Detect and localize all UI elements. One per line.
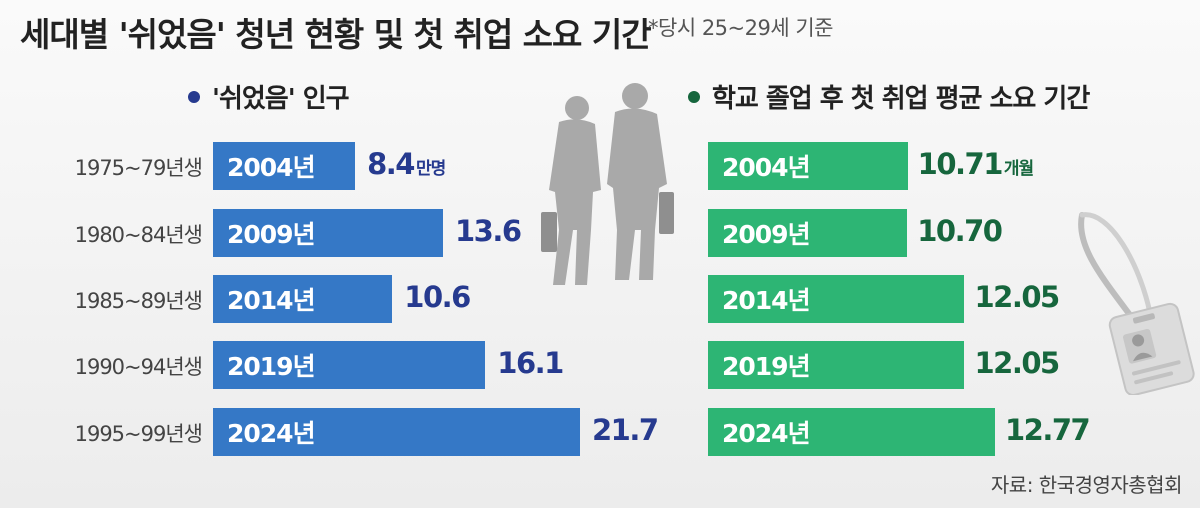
value-number: 12.05 xyxy=(974,346,1060,380)
id-badge-icon xyxy=(1078,212,1195,395)
value-number: 10.71 xyxy=(917,147,1004,181)
left-chart-title-text: '쉬었음' 인구 xyxy=(212,84,350,114)
bar-year-label: 2024년 xyxy=(227,419,316,448)
population-value-label: 21.7 xyxy=(592,413,659,447)
cohort-label: 1995~99년생 xyxy=(74,422,203,446)
job-duration-bar: 2014년 xyxy=(708,275,965,323)
bar-year-label: 2014년 xyxy=(722,286,811,315)
population-value-label: 10.6 xyxy=(404,280,471,314)
population-bar: 2009년 xyxy=(213,209,443,257)
population-value-label: 16.1 xyxy=(497,346,564,380)
basis-note: *당시 25~29세 기준 xyxy=(648,16,834,40)
cohort-label: 1990~94년생 xyxy=(74,355,203,379)
cohort-label: 1985~89년생 xyxy=(74,289,203,313)
job-duration-bar: 2019년 xyxy=(708,341,965,389)
value-number: 21.7 xyxy=(592,413,659,447)
job-duration-value-label: 12.05 xyxy=(974,346,1060,380)
left-legend-dot xyxy=(188,90,200,103)
value-number: 10.6 xyxy=(404,280,471,314)
bar-year-label: 2014년 xyxy=(227,286,316,315)
value-unit: 개월 xyxy=(1003,159,1034,179)
value-number: 8.4 xyxy=(367,147,415,181)
bar-year-label: 2019년 xyxy=(227,352,316,381)
businessmen-silhouette-icon xyxy=(541,83,674,285)
right-legend-dot xyxy=(688,90,700,103)
chart-title: 세대별 '쉬었음' 청년 현황 및 첫 취업 소요 기간 xyxy=(20,15,652,54)
job-duration-bar: 2004년 xyxy=(708,142,908,190)
value-number: 10.70 xyxy=(917,214,1003,248)
population-bar: 2014년 xyxy=(213,275,393,323)
source-note: 자료: 한국경영자총협회 xyxy=(990,473,1183,497)
job-duration-value-label: 12.77 xyxy=(1005,413,1091,447)
bar-year-label: 2024년 xyxy=(722,419,811,448)
right-chart-title-text: 학교 졸업 후 첫 취업 평균 소요 기간 xyxy=(712,84,1090,114)
population-value-label: 13.6 xyxy=(455,214,522,248)
population-bar: 2004년 xyxy=(213,142,356,190)
population-bar: 2019년 xyxy=(213,341,486,389)
job-duration-bar: 2009년 xyxy=(708,209,908,257)
job-duration-bar: 2024년 xyxy=(708,408,995,456)
bar-year-label: 2009년 xyxy=(227,220,316,249)
job-duration-value-label: 10.70 xyxy=(917,214,1003,248)
value-number: 12.77 xyxy=(1005,413,1091,447)
value-unit: 만명 xyxy=(415,159,446,179)
population-value-label: 8.4 만명 xyxy=(367,147,446,181)
cohort-label: 1980~84년생 xyxy=(74,223,203,247)
value-number: 12.05 xyxy=(974,280,1060,314)
right-chart-title: 학교 졸업 후 첫 취업 평균 소요 기간 xyxy=(688,78,1090,115)
value-number: 16.1 xyxy=(497,346,564,380)
bar-year-label: 2019년 xyxy=(722,352,811,381)
bar-year-label: 2009년 xyxy=(722,220,811,249)
value-number: 13.6 xyxy=(455,214,522,248)
population-bar: 2024년 xyxy=(213,408,580,456)
cohort-label: 1975~79년생 xyxy=(74,156,203,180)
job-duration-value-label: 10.71 개월 xyxy=(917,147,1035,181)
bar-year-label: 2004년 xyxy=(722,153,811,182)
bar-year-label: 2004년 xyxy=(227,153,316,182)
job-duration-value-label: 12.05 xyxy=(974,280,1060,314)
left-chart-title: '쉬었음' 인구 xyxy=(188,78,350,115)
